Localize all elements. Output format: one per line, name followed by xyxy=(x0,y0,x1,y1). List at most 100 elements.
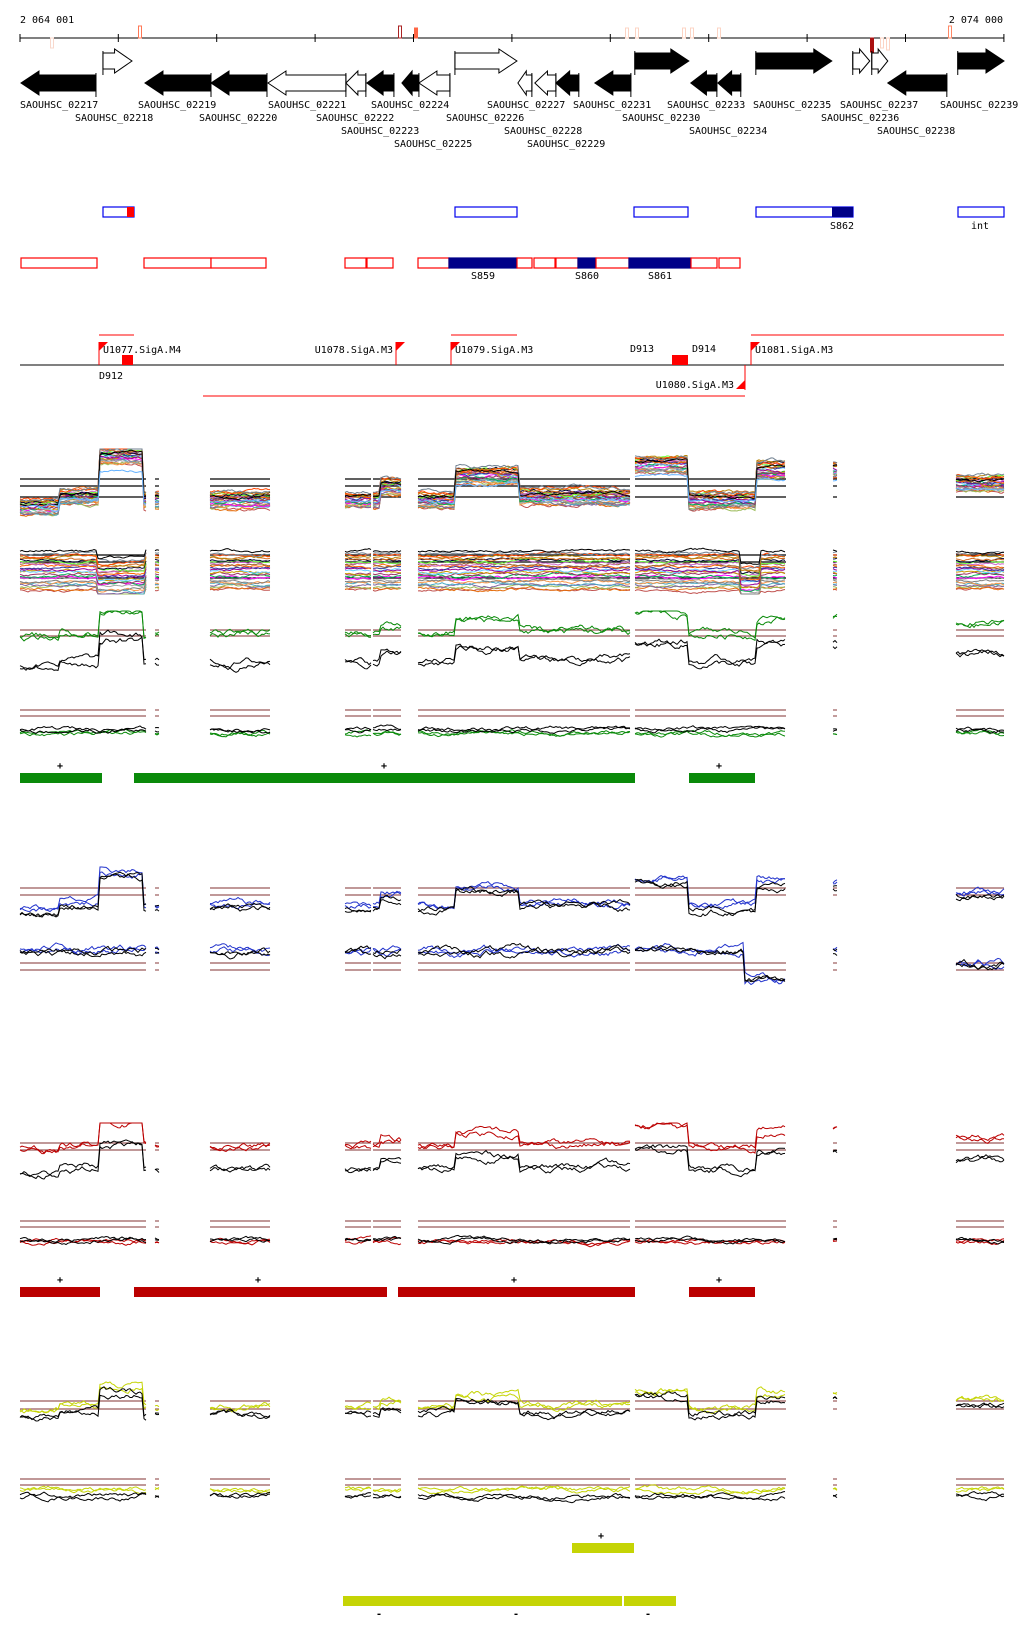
feature-marker xyxy=(138,25,142,39)
region-label: S860 xyxy=(575,271,599,282)
trace-line xyxy=(955,958,1005,971)
expression-tracks xyxy=(19,448,1005,1504)
trace-line xyxy=(19,449,147,507)
segment-bar xyxy=(134,1287,387,1297)
trace-line xyxy=(209,492,271,497)
trace-line xyxy=(19,725,147,734)
trace-line xyxy=(832,479,838,482)
trace-line xyxy=(19,548,147,560)
trace-line xyxy=(634,725,786,734)
yellow-track-2 xyxy=(19,1478,1005,1504)
trace-line xyxy=(417,880,631,910)
gene-label: SAOUHSC_02237 xyxy=(840,100,918,111)
trace-line xyxy=(955,1402,1005,1409)
promoter-flag-icon xyxy=(751,342,760,351)
trace-line xyxy=(634,610,786,642)
reverse-gene-arrow-icon xyxy=(366,70,395,96)
trace-line xyxy=(209,896,271,905)
trace-line xyxy=(955,894,1005,902)
trace-line xyxy=(955,730,1005,737)
strand-label: - xyxy=(376,1609,382,1620)
trace-line xyxy=(209,731,271,738)
trace-line xyxy=(417,463,631,493)
trace-line xyxy=(955,957,1005,968)
trace-line xyxy=(154,563,160,566)
trace-line xyxy=(372,1407,402,1418)
promoter-flag-icon xyxy=(99,342,108,351)
trace-line xyxy=(154,578,160,581)
feature-marker xyxy=(625,27,629,39)
trace-line xyxy=(344,901,372,907)
trace-line xyxy=(417,1238,631,1248)
trace-line xyxy=(955,568,1005,574)
trace-line xyxy=(19,575,147,586)
trace-line xyxy=(19,572,147,585)
trace-line xyxy=(417,615,631,637)
trace-line xyxy=(832,1126,838,1130)
gene-label: SAOUHSC_02233 xyxy=(667,100,745,111)
segment-bar xyxy=(20,773,102,783)
trace-line xyxy=(344,1492,372,1498)
trace-line xyxy=(154,730,160,733)
trace-line xyxy=(833,583,838,585)
trace-line xyxy=(955,580,1005,586)
trace-line xyxy=(209,1487,271,1493)
trace-line xyxy=(372,626,402,636)
trace-line xyxy=(154,947,160,951)
coordinate-axis: 2 064 001 2 074 000 xyxy=(19,15,1005,53)
trace-line xyxy=(209,1492,271,1499)
trace-line xyxy=(832,586,838,589)
trace-line xyxy=(344,1237,372,1242)
trace-line xyxy=(955,1239,1005,1246)
trace-line xyxy=(372,621,402,634)
trace-line xyxy=(209,491,271,495)
trace-line xyxy=(832,560,838,563)
gene-arrow-SAOUHSC_02238 xyxy=(886,70,948,97)
trace-line xyxy=(417,567,631,576)
trace-line xyxy=(634,462,786,503)
trace-line xyxy=(417,548,631,553)
trace-line xyxy=(154,633,160,636)
trace-line xyxy=(209,1165,271,1172)
gene-arrow-SAOUHSC_02223 xyxy=(366,70,395,97)
feature-marker xyxy=(682,27,686,39)
trace-line xyxy=(19,559,147,572)
trace-line xyxy=(417,556,631,565)
trace-line xyxy=(832,879,838,884)
trace-line xyxy=(19,552,147,567)
trace-line xyxy=(832,475,838,478)
trace-line xyxy=(832,568,838,571)
trace-line xyxy=(372,728,402,732)
red-region-box xyxy=(718,257,741,269)
trace-line xyxy=(417,1492,631,1502)
trace-line xyxy=(634,1484,786,1495)
trace-line xyxy=(344,1167,372,1172)
trace-line xyxy=(209,947,271,960)
trace-line xyxy=(209,586,271,590)
promoter-flag-icon xyxy=(396,342,405,351)
trace-line xyxy=(417,1397,631,1421)
trace-line xyxy=(345,728,372,734)
trace-line xyxy=(372,490,402,509)
trace-line xyxy=(19,871,147,911)
trace-line xyxy=(344,631,371,638)
blue-track-2 xyxy=(19,941,1005,986)
trace-line xyxy=(634,946,786,986)
trace-line xyxy=(19,1394,147,1421)
trace-line xyxy=(154,505,160,508)
gene-label: SAOUHSC_02239 xyxy=(940,100,1018,111)
trace-line xyxy=(154,554,160,557)
trace-line xyxy=(832,1150,838,1153)
gene-label: SAOUHSC_02236 xyxy=(821,113,899,124)
trace-line xyxy=(832,948,838,952)
trace-line xyxy=(372,552,402,555)
trace-line xyxy=(372,578,402,582)
trace-line xyxy=(955,1236,1005,1243)
trace-line xyxy=(209,576,271,582)
promoter-flag-icon xyxy=(451,342,460,351)
trace-line xyxy=(372,550,402,553)
trace-line xyxy=(344,551,372,555)
red-region-box xyxy=(366,257,394,269)
trace-line xyxy=(209,1408,271,1418)
forward-gene-arrow-icon xyxy=(871,47,889,75)
